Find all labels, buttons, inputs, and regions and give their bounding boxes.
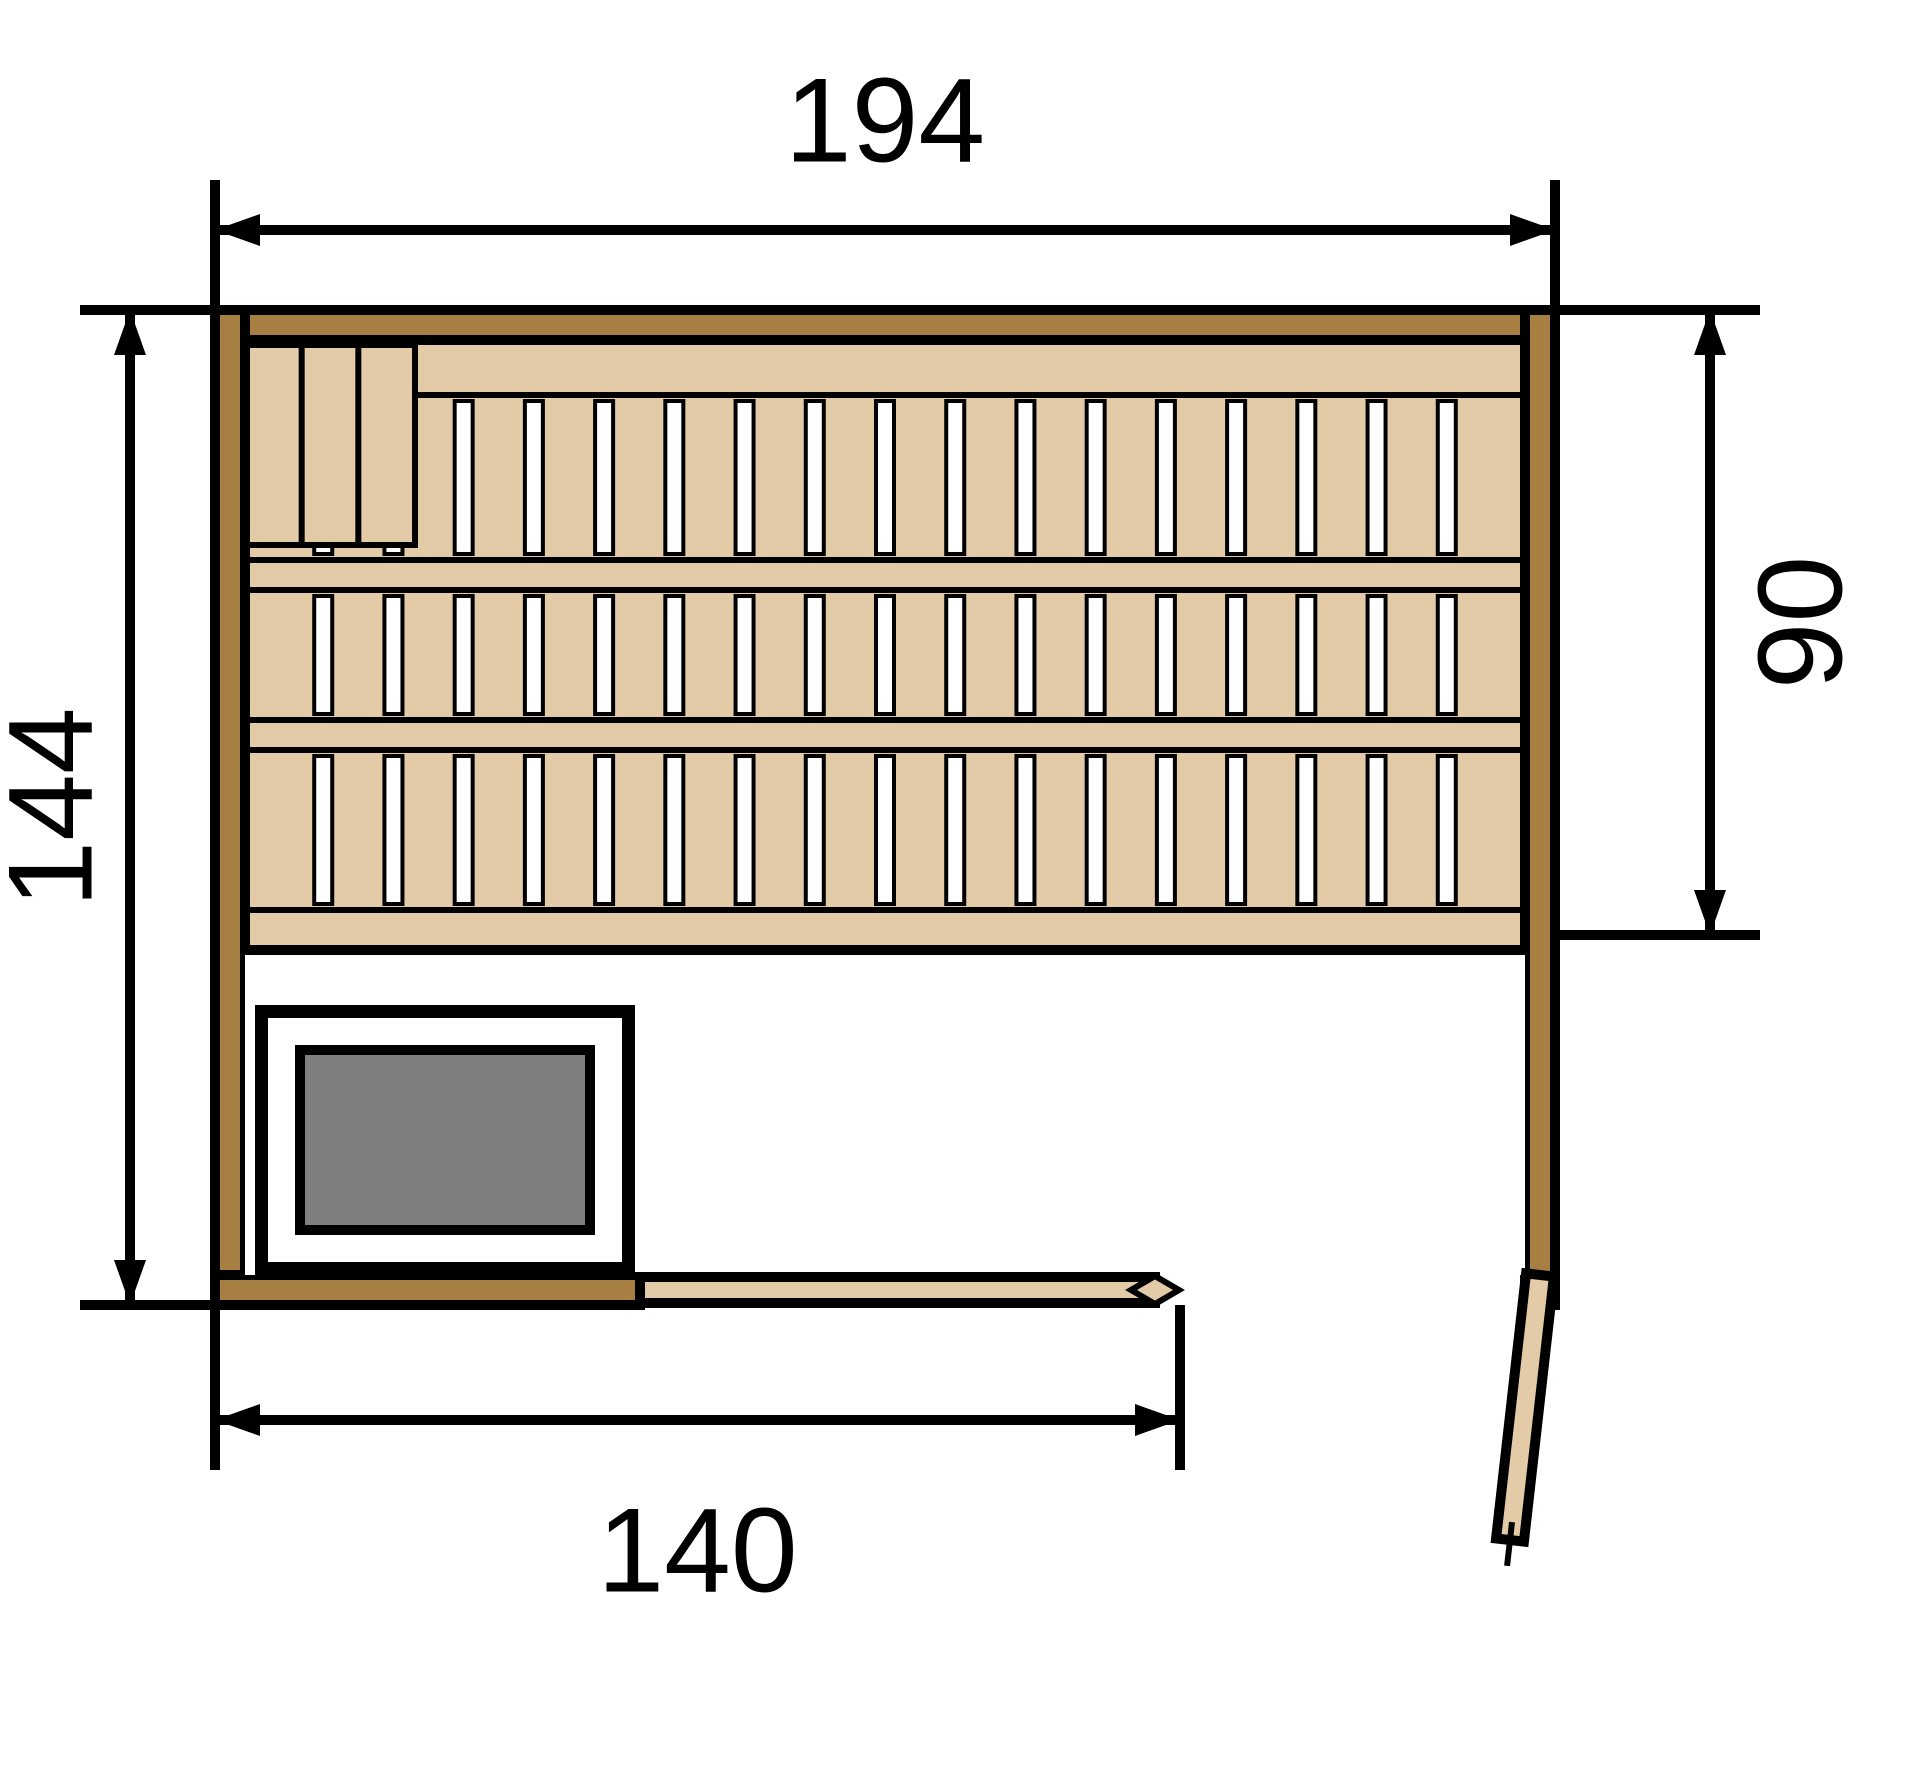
sauna-floorplan-diagram: 194 140 144 90 bbox=[0, 0, 1922, 1772]
dimension-label: 140 bbox=[597, 1484, 797, 1618]
dimension-label: 194 bbox=[785, 54, 985, 188]
bench-area bbox=[245, 340, 1525, 950]
heater bbox=[260, 1010, 630, 1270]
dimension-label: 144 bbox=[0, 707, 118, 907]
dimension-label: 90 bbox=[1734, 556, 1868, 689]
floorplan-svg: 194 140 144 90 bbox=[0, 0, 1922, 1772]
